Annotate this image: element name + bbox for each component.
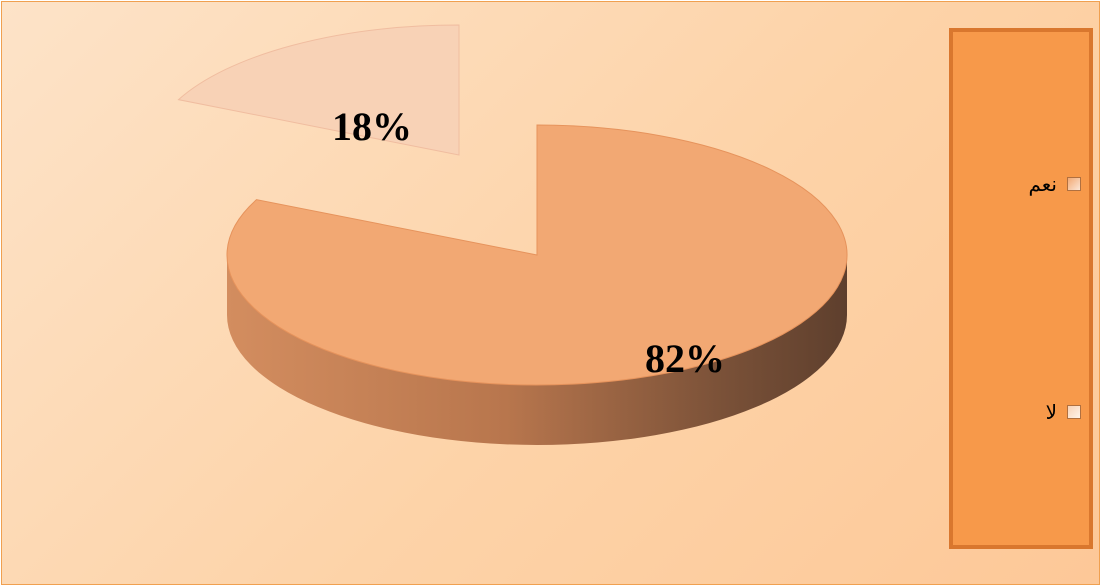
data-label-no: 18%	[332, 104, 412, 149]
pie-slices	[177, 24, 848, 445]
legend-label-no: لا	[1045, 400, 1057, 424]
legend-label-yes: نعم	[1028, 172, 1057, 196]
legend-item-no: لا	[1046, 400, 1081, 424]
legend-swatch-no	[1067, 405, 1081, 419]
legend-item-yes: نعم	[1028, 172, 1081, 196]
data-label-yes: 82%	[645, 336, 725, 381]
legend: نعم لا	[949, 28, 1093, 549]
legend-swatch-yes	[1067, 177, 1081, 191]
pie-slice-no	[177, 24, 460, 156]
pie-slice-yes	[226, 124, 848, 445]
pie-labels: 82% 18%	[332, 104, 725, 381]
